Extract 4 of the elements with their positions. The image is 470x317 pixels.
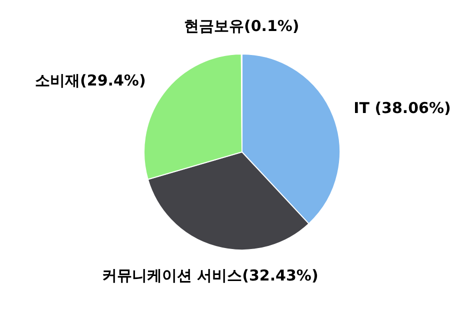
slice-label: 소비재(29.4%): [35, 71, 146, 90]
slice-label: 커뮤니케이션 서비스(32.43%): [102, 266, 318, 285]
slice-label: 현금보유(0.1%): [184, 17, 300, 35]
slice-label: IT (38.06%): [354, 99, 451, 118]
